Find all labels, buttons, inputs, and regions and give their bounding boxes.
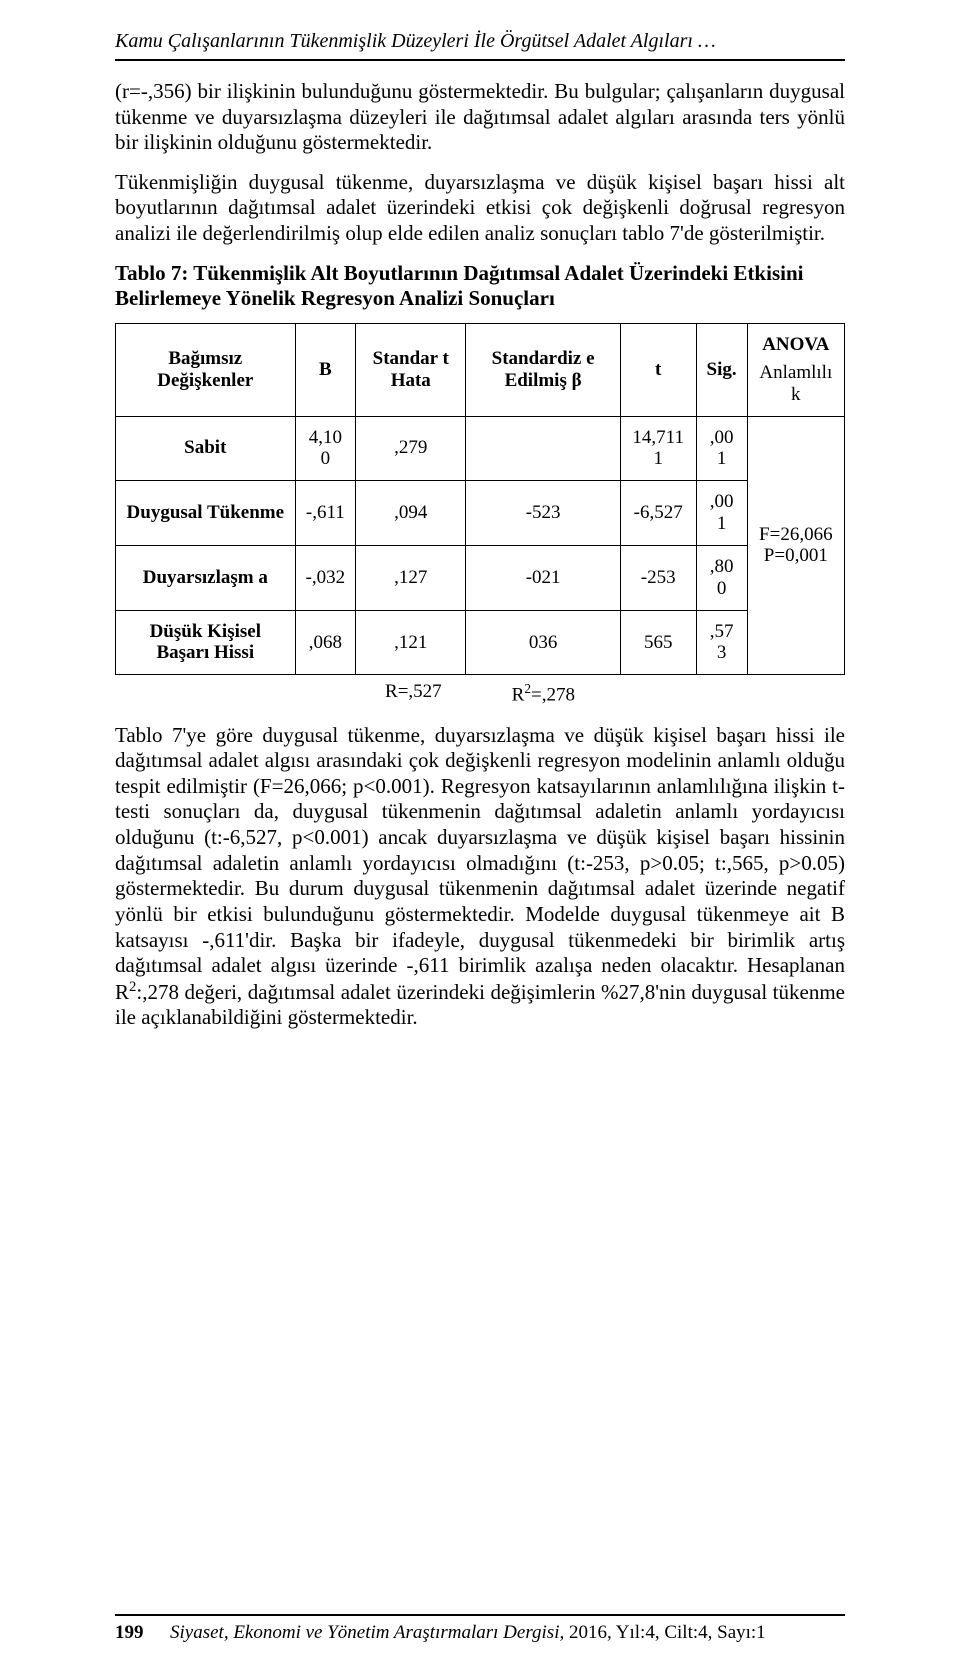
table7-title: Tablo 7: Tükenmişlik Alt Boyutlarının Da… xyxy=(115,261,845,311)
table-row: Sabit 4,10 0 ,279 14,711 1 ,00 1 F=26,06… xyxy=(116,416,845,481)
row-sabit-sig: ,00 1 xyxy=(696,416,747,481)
row-duygusal-name: Duygusal Tükenme xyxy=(116,481,296,546)
anova-cell: F=26,066 P=0,001 xyxy=(747,416,844,675)
r-coefficients: R=,527 R2=,278 xyxy=(115,681,845,706)
row-sabit-name: Sabit xyxy=(116,416,296,481)
r2-value: R2=,278 xyxy=(512,681,575,706)
paragraph-2: Tükenmişliğin duygusal tükenme, duyarsız… xyxy=(115,170,845,247)
row-duyar-name: Duyarsızlaşm a xyxy=(116,545,296,610)
row-duyar-se: ,127 xyxy=(356,545,466,610)
anova-p: P=0,001 xyxy=(756,545,836,567)
row-sabit-t: 14,711 1 xyxy=(620,416,696,481)
footer: 199 Siyaset, Ekonomi ve Yönetim Araştırm… xyxy=(115,1614,845,1644)
table7: Bağımsız Değişkenler B Standar t Hata St… xyxy=(115,323,845,675)
table-row: Duyarsızlaşm a -,032 ,127 -021 -253 ,80 … xyxy=(116,545,845,610)
col-anova: ANOVA Anlamlılı k xyxy=(747,324,844,417)
row-duygusal-t: -6,527 xyxy=(620,481,696,546)
row-dusuk-t: 565 xyxy=(620,610,696,675)
running-head: Kamu Çalışanlarının Tükenmişlik Düzeyler… xyxy=(115,30,845,53)
footer-rule xyxy=(115,1614,845,1616)
row-dusuk-se: ,121 xyxy=(356,610,466,675)
footer-line: 199 Siyaset, Ekonomi ve Yönetim Araştırm… xyxy=(115,1622,845,1644)
table-row: Duygusal Tükenme -,611 ,094 -523 -6,527 … xyxy=(116,481,845,546)
row-dusuk-beta: 036 xyxy=(466,610,620,675)
row-duyar-beta: -021 xyxy=(466,545,620,610)
r-value: R=,527 xyxy=(385,681,442,706)
col-beta: Standardiz e Edilmiş β xyxy=(466,324,620,417)
paragraph-1: (r=-,356) bir ilişkinin bulunduğunu göst… xyxy=(115,79,845,156)
paragraph-3: Tablo 7'ye göre duygusal tükenme, duyars… xyxy=(115,723,845,1031)
col-sig: Sig. xyxy=(696,324,747,417)
row-duygusal-b: -,611 xyxy=(295,481,356,546)
header-rule xyxy=(115,59,845,61)
page-number: 199 xyxy=(115,1622,170,1644)
anova-f: F=26,066 xyxy=(756,524,836,546)
row-dusuk-name: Düşük Kişisel Başarı Hissi xyxy=(116,610,296,675)
footer-journal: Siyaset, Ekonomi ve Yönetim Araştırmalar… xyxy=(170,1622,564,1643)
col-b: B xyxy=(295,324,356,417)
r2-number: =,278 xyxy=(531,685,575,706)
row-sabit-beta xyxy=(466,416,620,481)
r2-letter: R xyxy=(512,685,525,706)
col-vars: Bağımsız Değişkenler xyxy=(116,324,296,417)
paragraph-3a: Tablo 7'ye göre duygusal tükenme, duyars… xyxy=(115,723,845,1004)
row-dusuk-sig: ,57 3 xyxy=(696,610,747,675)
col-t: t xyxy=(620,324,696,417)
row-duygusal-se: ,094 xyxy=(356,481,466,546)
row-duyar-b: -,032 xyxy=(295,545,356,610)
row-duygusal-sig: ,00 1 xyxy=(696,481,747,546)
col-se: Standar t Hata xyxy=(356,324,466,417)
row-sabit-b: 4,10 0 xyxy=(295,416,356,481)
anova-label: ANOVA xyxy=(756,334,836,356)
anova-sublabel: Anlamlılı k xyxy=(756,362,836,406)
row-sabit-se: ,279 xyxy=(356,416,466,481)
row-duygusal-beta: -523 xyxy=(466,481,620,546)
page: Kamu Çalışanlarının Tükenmişlik Düzeyler… xyxy=(0,0,960,1672)
row-duyar-t: -253 xyxy=(620,545,696,610)
row-duyar-sig: ,80 0 xyxy=(696,545,747,610)
row-dusuk-b: ,068 xyxy=(295,610,356,675)
footer-issue: 2016, Yıl:4, Cilt:4, Sayı:1 xyxy=(564,1622,765,1643)
table-row: Düşük Kişisel Başarı Hissi ,068 ,121 036… xyxy=(116,610,845,675)
paragraph-3b: :,278 değeri, dağıtımsal adalet üzerinde… xyxy=(115,980,845,1030)
table7-header-row: Bağımsız Değişkenler B Standar t Hata St… xyxy=(116,324,845,417)
